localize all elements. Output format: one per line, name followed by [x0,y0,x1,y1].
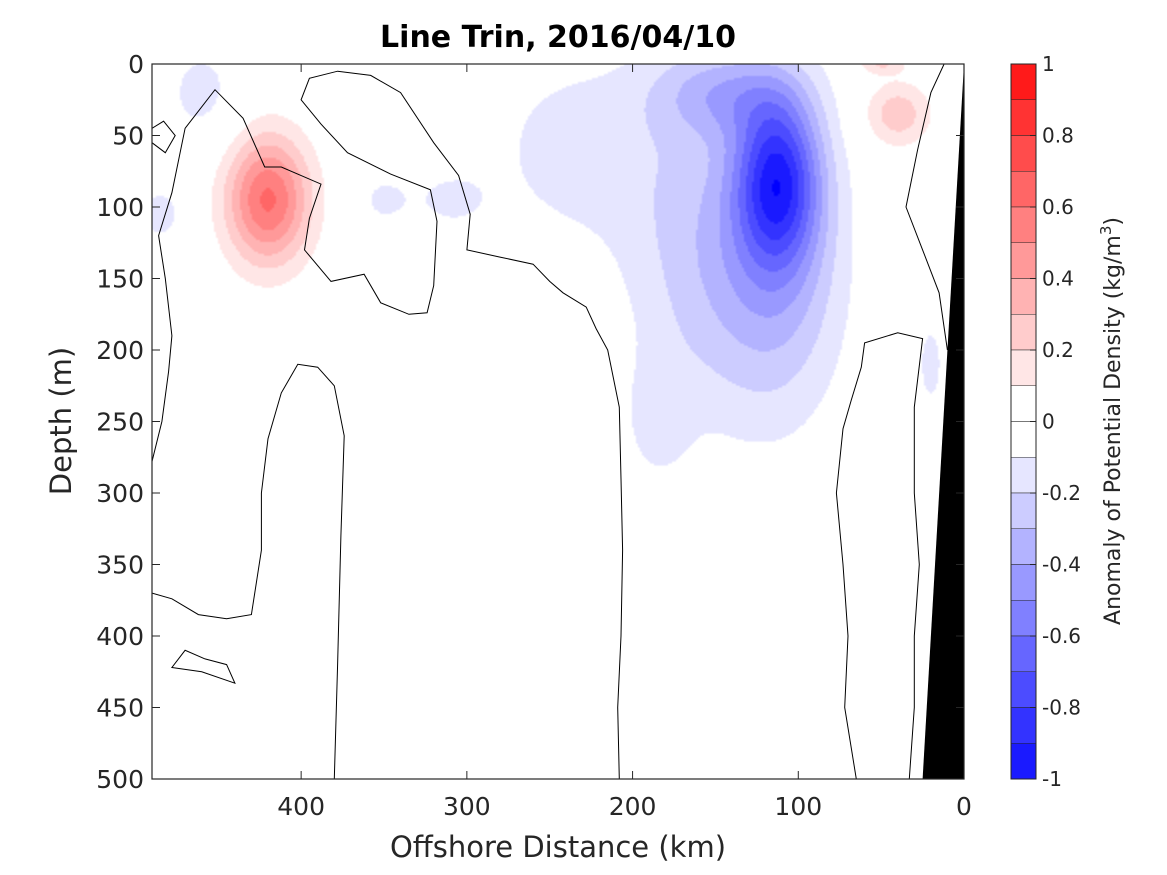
colorbar-band [1010,421,1037,458]
colorbar-band [1010,314,1037,351]
colorbar-tick-label: 0 [1042,410,1055,434]
colorbar-band [1010,242,1037,279]
colorbar-tick-label: -1 [1042,767,1062,791]
colorbar-tick-label: 0.8 [1042,124,1074,148]
zero-contour-5 [170,649,236,685]
y-tick-label: 100 [96,193,144,222]
y-tick-label: 0 [128,50,144,79]
y-tick-label: 150 [96,265,144,294]
zero-contour-1 [152,70,624,779]
y-tick-label: 250 [96,408,144,437]
colorbar-band [1010,564,1037,601]
colorbar-band [1010,492,1037,529]
colorbar-band [1010,135,1037,172]
colorbar-bands [1010,63,1037,780]
y-ticks: 0 50 100 150 200 250 300 350 400 450 500 [96,50,964,794]
plot-area: 400 300 200 100 0 0 50 100 150 200 250 300 350 400 45… [96,50,972,821]
colorbar-band [1010,707,1037,744]
colorbar-band [1010,63,1037,100]
x-axis-label: Offshore Distance (km) [390,830,726,864]
colorbar-band [1010,743,1037,780]
seafloor-bathymetry [922,64,964,779]
x-tick-label: 100 [774,792,822,821]
colorbar-label-superscript: 3 [1097,226,1115,236]
y-tick-label: 450 [96,694,144,723]
colorbar-band [1010,206,1037,243]
colorbar-band [1010,385,1037,422]
colorbar-band [1010,171,1037,208]
colorbar-tick-label: -0.8 [1042,696,1081,720]
colorbar-tick-label: -0.4 [1042,553,1081,577]
x-tick-label: 200 [609,792,657,821]
colorbar-band [1010,99,1037,136]
x-tick-label: 400 [277,792,325,821]
colorbar-tick-label: -0.2 [1042,481,1081,505]
y-tick-label: 300 [96,479,144,508]
colorbar-frame [1010,63,1037,780]
x-ticks: 400 300 200 100 0 [277,64,972,821]
colorbar-band [1010,671,1037,708]
colorbar-tick-label: 0.4 [1042,267,1074,291]
colorbar-band [1010,528,1037,565]
zero-contour-0 [152,363,345,779]
colorbar-label: Anomaly of Potential Density (kg/m3) [1097,217,1126,625]
y-tick-label: 350 [96,551,144,580]
colorbar-label-end: ) [1101,217,1126,226]
colorbar-label-main: Anomaly of Potential Density (kg/m [1101,235,1126,625]
y-tick-label: 50 [112,122,144,151]
colorbar-tick-label: 1 [1042,52,1055,76]
colorbar-band [1010,349,1037,386]
y-tick-label: 500 [96,765,144,794]
colorbar-tick-label: 0.2 [1042,338,1074,362]
x-tick-label: 0 [956,792,972,821]
zero-contour-lines [152,64,964,779]
zero-contour-4 [152,120,176,154]
y-axis-label: Depth (m) [44,347,78,495]
y-tick-label: 400 [96,622,144,651]
plot-frame [151,63,965,780]
chart-title: Line Trin, 2016/04/10 [380,20,736,55]
colorbar: 1 0.8 0.6 0.4 0.2 0 -0.2 -0.4 -0.6 -0.8 -1 [1010,52,1081,791]
colorbar-tick-label: -0.6 [1042,624,1081,648]
zero-contour-3 [905,64,964,351]
y-tick-label: 200 [96,336,144,365]
colorbar-ticks: 1 0.8 0.6 0.4 0.2 0 -0.2 -0.4 -0.6 -0.8 -1 [1030,52,1081,791]
colorbar-band [1010,278,1037,315]
colorbar-band [1010,635,1037,672]
colorbar-band [1010,600,1037,637]
x-tick-label: 300 [443,792,491,821]
colorbar-band [1010,457,1037,494]
zero-contour-2 [835,332,924,779]
colorbar-tick-label: 0.6 [1042,195,1074,219]
anomaly-field [152,64,964,779]
